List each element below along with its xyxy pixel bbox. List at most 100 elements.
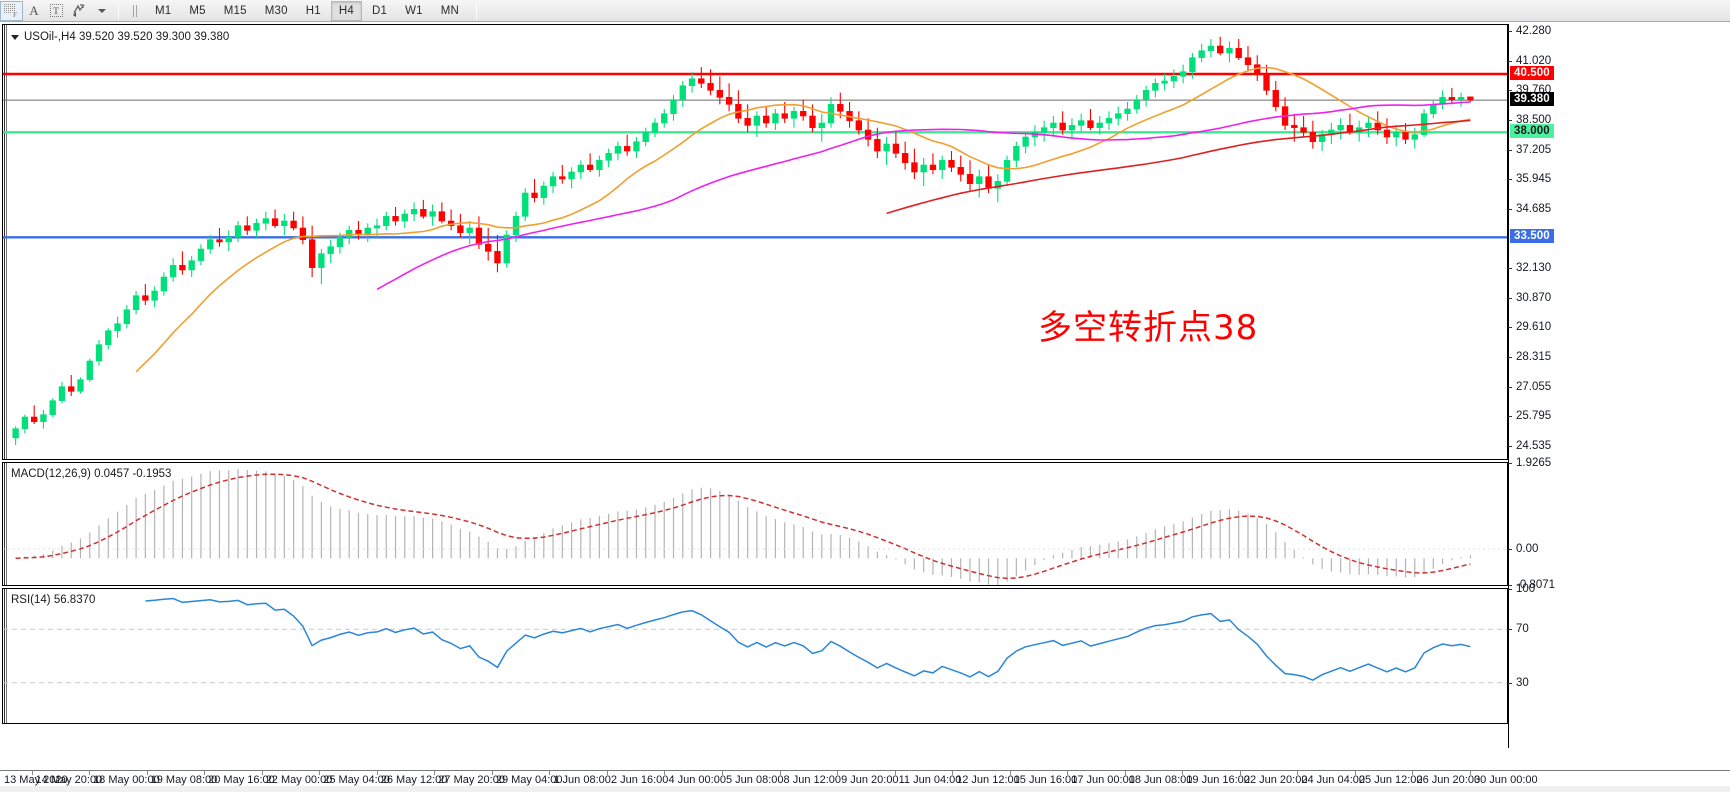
rsi-label: RSI(14) 56.8370 (11, 594, 96, 606)
chevron-down-icon[interactable] (11, 35, 19, 40)
macd-axis-label: 0.00 (1516, 542, 1539, 555)
toolbar-separator-2 (476, 2, 478, 19)
price-axis-tick (1508, 357, 1512, 359)
rsi-left-edge (3, 589, 8, 723)
time-axis-label: 18 Jun 08:00 (1128, 774, 1193, 786)
time-axis-tick (434, 771, 436, 775)
price-axis-tick (1508, 31, 1512, 33)
price-axis-tick (1508, 60, 1512, 62)
price-axis-chip[interactable]: 33.500 (1510, 229, 1554, 244)
timeframe-w1[interactable]: W1 (405, 4, 423, 17)
chart-area[interactable]: USOil-,H4 39.520 39.520 39.300 39.380 多空… (0, 22, 1730, 770)
timeframe-h4[interactable]: H4 (330, 0, 362, 21)
rsi-axis-label: 70 (1516, 623, 1529, 636)
timeframe-group: M1 M5 M15 M30 H1 H4 D1 W1 MN (146, 0, 468, 21)
time-axis-label: 25 Jun 12:00 (1358, 774, 1423, 786)
price-axis-label: 27.055 (1516, 380, 1552, 393)
macd-axis-label: -0.8071 (1516, 579, 1556, 591)
text-label-icon[interactable]: T (45, 1, 67, 21)
price-axis-chip[interactable]: 39.380 (1510, 92, 1554, 107)
timeframe-m5[interactable]: M5 (189, 4, 206, 17)
time-axis-tick (1182, 771, 1184, 775)
time-axis-tick (1239, 771, 1241, 775)
price-axis-chip[interactable]: 38.000 (1510, 124, 1554, 139)
price-axis-label: 30.870 (1516, 291, 1552, 304)
timeframe-m1[interactable]: M1 (155, 4, 172, 17)
time-axis-tick (1124, 771, 1126, 775)
price-axis-tick (1508, 90, 1512, 92)
time-axis-label: 1 Jun 08:00 (553, 774, 611, 786)
toolbar-separator (118, 2, 119, 19)
price-axis-tick (1508, 416, 1512, 418)
price-axis-tick (1508, 386, 1512, 388)
rsi-axis-label: 100 (1516, 583, 1536, 595)
timeframe-h1[interactable]: H1 (305, 4, 321, 17)
time-axis-label: 24 Jun 04:00 (1301, 774, 1365, 786)
grid-f-icon[interactable]: F (0, 0, 23, 21)
time-axis-tick (376, 771, 378, 775)
time-axis-tick (146, 771, 148, 775)
time-axis-label: 5 Jun 08:00 (726, 774, 784, 786)
price-scale[interactable]: 42.280 41.020 39.760 38.500 37.205 35.945 34.6… (1508, 24, 1730, 770)
price-axis-label: 29.610 (1516, 321, 1552, 334)
text-A-icon[interactable]: A (29, 2, 39, 18)
time-axis-label: 15 Jun 16:00 (1013, 774, 1078, 786)
time-axis-label: 11 Jun 04:00 (898, 774, 962, 786)
time-axis-label: 14 May 20:00 (35, 774, 103, 786)
time-axis-tick (319, 771, 321, 775)
price-axis-tick (1508, 119, 1512, 121)
time-axis-label: 4 Jun 00:00 (668, 774, 726, 786)
price-panel-inner (3, 25, 1507, 459)
bottom-strip (0, 786, 1730, 792)
time-axis-label: 30 Jun 00:00 (1474, 774, 1538, 786)
macd-axis-tick (1508, 585, 1512, 586)
text-label-glyph: T (49, 4, 63, 17)
rsi-panel[interactable]: RSI(14) 56.8370 (2, 588, 1508, 724)
timeframe-m30[interactable]: M30 (264, 4, 288, 17)
chart-annotation-text: 多空转折点38 (1038, 308, 1259, 348)
toolbar-grip[interactable] (124, 1, 146, 21)
dropdown-arrow-icon[interactable] (91, 1, 113, 21)
price-axis-tick (1508, 268, 1512, 270)
time-axis-tick (261, 771, 263, 775)
time-axis-tick (1412, 771, 1414, 775)
crosshair-cursor-icon[interactable] (67, 1, 91, 21)
time-axis-label: 22 Jun 20:00 (1243, 774, 1308, 786)
price-axis-label: 24.535 (1516, 439, 1552, 452)
rsi-plot (3, 597, 1507, 684)
price-axis-label: 41.020 (1516, 54, 1552, 67)
time-axis-tick (1297, 771, 1299, 775)
time-axis-tick (952, 771, 954, 775)
price-axis-label: 32.130 (1516, 262, 1552, 275)
time-axis-tick (779, 771, 781, 775)
rsi-axis-tick (1508, 682, 1512, 684)
time-axis-tick (1470, 771, 1471, 775)
time-axis-tick (1354, 771, 1356, 775)
timeframe-m15[interactable]: M15 (223, 4, 247, 17)
rsi-axis-label: 30 (1516, 676, 1529, 689)
timeframe-mn[interactable]: MN (440, 4, 460, 17)
rsi-axis-tick (1508, 629, 1512, 631)
price-axis-label: 38.500 (1516, 113, 1552, 126)
macd-axis-label: 1.9265 (1516, 457, 1552, 469)
time-axis-tick (606, 771, 608, 775)
time-axis-tick (491, 771, 493, 775)
price-panel[interactable]: USOil-,H4 39.520 39.520 39.300 39.380 多空… (2, 24, 1508, 460)
macd-axis-tick (1508, 463, 1512, 464)
time-axis-label: 19 Jun 16:00 (1186, 774, 1250, 786)
price-axis-chip[interactable]: 40.500 (1510, 66, 1554, 80)
price-axis-label: 28.315 (1516, 351, 1552, 364)
time-axis-label: 20 May 16:00 (208, 774, 275, 786)
timeframe-d1[interactable]: D1 (371, 4, 388, 17)
symbol-quote-bar[interactable]: USOil-,H4 39.520 39.520 39.300 39.380 (11, 31, 229, 43)
rsi-axis-tick (1508, 589, 1512, 590)
symbol-quote-text: USOil-,H4 39.520 39.520 39.300 39.380 (24, 31, 230, 43)
time-axis-label: 18 May 00:00 (93, 774, 160, 786)
price-scale-spine (1508, 24, 1509, 748)
panel-left-edge (3, 25, 8, 459)
time-axis-label: 27 May 20:00 (438, 774, 505, 786)
price-axis-tick (1508, 327, 1512, 329)
time-axis-tick (837, 771, 839, 775)
macd-panel[interactable]: MACD(12,26,9) 0.0457 -0.1953 (2, 462, 1508, 586)
time-axis-label: 9 Jun 20:00 (841, 774, 899, 786)
